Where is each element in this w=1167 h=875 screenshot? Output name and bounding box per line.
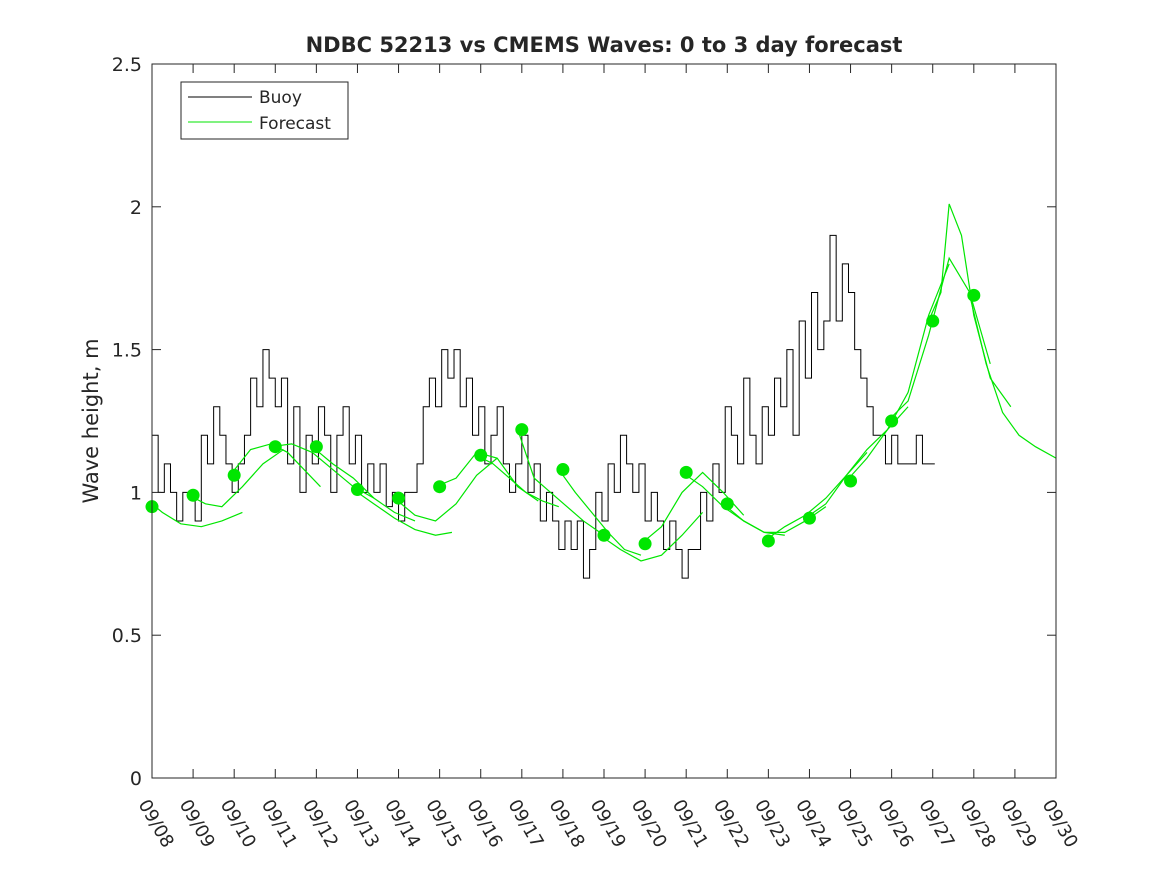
x-tick-label: 09/23 xyxy=(750,796,794,851)
forecast-marker xyxy=(679,465,693,479)
x-tick-label: 09/25 xyxy=(832,796,876,851)
y-axis-label: Wave height, m xyxy=(79,338,103,503)
forecast-marker xyxy=(967,288,981,302)
plot-area xyxy=(145,63,1057,779)
buoy-line xyxy=(152,234,935,579)
x-tick-label: 09/24 xyxy=(791,796,835,851)
x-tick-label: 09/10 xyxy=(216,796,260,851)
forecast-series xyxy=(151,203,1057,562)
x-tick-label: 09/30 xyxy=(1038,796,1082,851)
x-tick-label: 09/08 xyxy=(134,796,178,851)
forecast-run-line xyxy=(969,295,1057,459)
x-tick-label: 09/11 xyxy=(257,796,301,851)
forecast-run-line xyxy=(353,489,453,536)
forecast-marker xyxy=(350,483,364,497)
x-tick-label: 09/13 xyxy=(339,796,383,851)
forecast-run-line xyxy=(640,471,745,545)
y-axis-ticks: 0 0.5 1 1.5 2 2.5 xyxy=(112,54,1056,790)
forecast-run-line xyxy=(476,454,559,508)
forecast-marker xyxy=(309,440,323,454)
forecast-run-line xyxy=(394,457,498,522)
y-tick-label: 2 xyxy=(130,197,142,219)
forecast-marker xyxy=(926,314,940,328)
forecast-run-line xyxy=(435,451,539,502)
forecast-markers xyxy=(145,288,981,551)
forecast-marker xyxy=(802,511,816,525)
x-tick-label: 09/26 xyxy=(873,796,917,851)
x-tick-label: 09/28 xyxy=(955,796,999,851)
forecast-marker xyxy=(186,488,200,502)
forecast-marker xyxy=(433,480,447,494)
legend: Buoy Forecast xyxy=(180,81,349,140)
forecast-marker xyxy=(885,414,899,428)
buoy-series xyxy=(152,234,935,579)
x-tick-label: 09/27 xyxy=(914,796,958,851)
forecast-run-line xyxy=(517,429,601,533)
x-tick-label: 09/18 xyxy=(545,796,589,851)
x-axis-ticks: 09/0809/0909/1009/1109/1209/1309/1409/15… xyxy=(134,64,1082,851)
forecast-marker xyxy=(720,497,734,511)
forecast-run-line xyxy=(599,511,704,562)
forecast-run-line xyxy=(151,503,243,528)
forecast-marker xyxy=(761,534,775,548)
forecast-marker xyxy=(597,528,611,542)
forecast-run-line xyxy=(928,203,1012,408)
legend-label-buoy: Buoy xyxy=(259,88,302,108)
x-tick-label: 09/22 xyxy=(709,796,753,851)
forecast-marker xyxy=(392,491,406,505)
legend-box xyxy=(180,81,349,140)
x-tick-label: 09/12 xyxy=(298,796,342,851)
chart-title: NDBC 52213 vs CMEMS Waves: 0 to 3 day fo… xyxy=(306,33,903,57)
forecast-marker xyxy=(227,468,241,482)
x-tick-label: 09/29 xyxy=(997,796,1041,851)
forecast-marker xyxy=(844,474,858,488)
forecast-marker xyxy=(474,448,488,462)
forecast-marker xyxy=(515,423,529,437)
x-tick-label: 09/09 xyxy=(175,796,219,851)
forecast-run-line xyxy=(188,449,284,508)
x-tick-label: 09/15 xyxy=(421,796,465,851)
x-tick-label: 09/19 xyxy=(586,796,630,851)
y-tick-label: 2.5 xyxy=(112,54,142,76)
forecast-run-line xyxy=(558,469,642,556)
forecast-marker xyxy=(268,440,282,454)
y-tick-label: 0.5 xyxy=(112,625,142,647)
forecast-run-line xyxy=(763,452,868,542)
forecast-marker xyxy=(638,537,652,551)
forecast-marker xyxy=(556,463,570,477)
y-tick-label: 0 xyxy=(130,768,142,790)
x-tick-label: 09/17 xyxy=(503,796,547,851)
x-tick-label: 09/20 xyxy=(627,796,671,851)
legend-label-forecast: Forecast xyxy=(259,114,331,134)
x-tick-label: 09/14 xyxy=(380,796,424,851)
x-tick-label: 09/21 xyxy=(668,796,712,851)
forecast-run-line xyxy=(887,256,991,422)
x-tick-label: 09/16 xyxy=(462,796,506,851)
y-tick-label: 1 xyxy=(130,482,142,504)
y-tick-label: 1.5 xyxy=(112,340,142,362)
forecast-run-line xyxy=(311,446,416,522)
